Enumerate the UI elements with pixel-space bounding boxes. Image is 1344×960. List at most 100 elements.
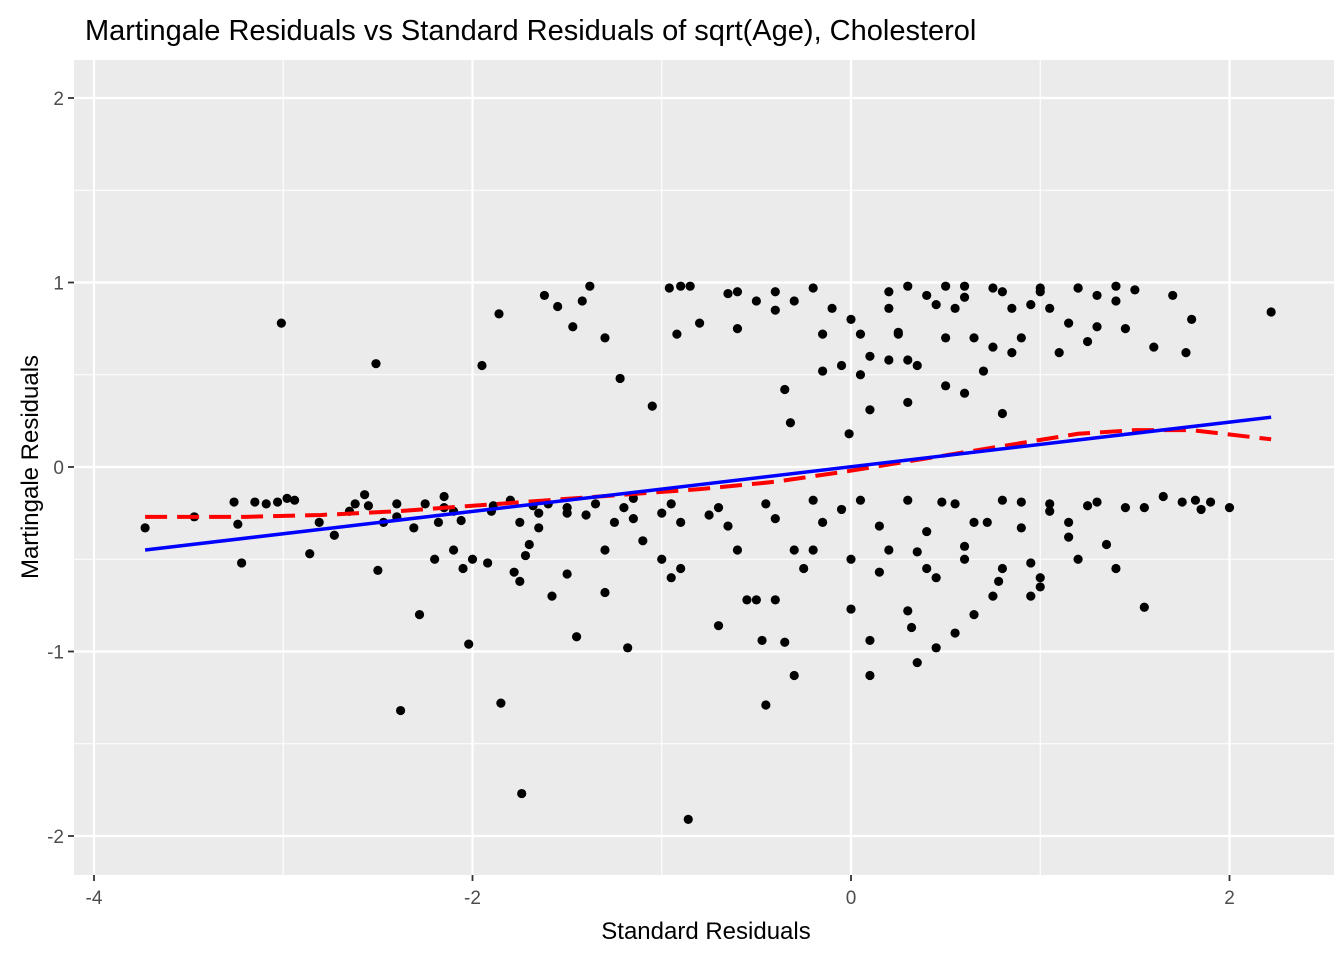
- data-point: [1073, 554, 1083, 564]
- data-point: [1190, 495, 1201, 505]
- data-point: [723, 288, 733, 299]
- data-point: [865, 635, 875, 646]
- data-point: [931, 643, 941, 653]
- data-point: [638, 536, 648, 546]
- data-point: [808, 283, 818, 293]
- data-point: [884, 287, 894, 297]
- y-axis-ticks: -2 -1 0 1 2: [47, 89, 74, 848]
- data-point: [997, 495, 1008, 505]
- data-point: [836, 504, 847, 515]
- data-point: [562, 569, 572, 579]
- data-point: [496, 698, 506, 708]
- data-point: [941, 381, 951, 391]
- data-point: [997, 408, 1008, 419]
- data-point: [657, 508, 667, 518]
- data-point: [988, 283, 998, 293]
- data-point: [1007, 303, 1017, 313]
- data-point: [846, 314, 856, 324]
- data-point: [568, 322, 578, 332]
- data-point: [657, 554, 667, 564]
- data-point: [780, 384, 790, 395]
- data-point: [571, 632, 582, 642]
- data-point: [515, 576, 525, 586]
- data-point: [997, 563, 1008, 574]
- y-tick-label: 1: [53, 274, 64, 295]
- data-point: [1016, 497, 1026, 507]
- data-point: [785, 418, 796, 428]
- data-point: [363, 501, 374, 511]
- data-point: [713, 502, 724, 513]
- data-point: [884, 355, 894, 365]
- y-axis-label: Martingale Residuals: [17, 355, 44, 579]
- data-point: [732, 324, 743, 334]
- x-axis-ticks: -4 -2 0 2: [86, 875, 1235, 909]
- x-tick-label: 0: [846, 888, 857, 909]
- data-point: [988, 342, 998, 352]
- data-point: [903, 397, 913, 408]
- linear-fit-line: [144, 415, 1272, 552]
- x-tick-label: -2: [464, 888, 481, 909]
- data-point: [770, 287, 780, 297]
- data-point: [237, 558, 247, 568]
- data-point: [685, 281, 695, 291]
- data-point: [477, 360, 487, 371]
- data-point: [1092, 290, 1102, 301]
- data-point: [577, 296, 587, 306]
- data-point: [1007, 348, 1017, 358]
- data-point: [672, 329, 682, 339]
- chart-title: Martingale Residuals vs Standard Residua…: [85, 15, 976, 47]
- y-tick-label: -1: [47, 643, 64, 664]
- data-point: [994, 576, 1004, 586]
- data-point: [371, 359, 381, 369]
- data-point: [950, 499, 960, 509]
- data-points: [140, 281, 1276, 824]
- data-point: [770, 595, 780, 605]
- data-point: [524, 539, 534, 550]
- data-point: [1064, 318, 1074, 328]
- data-point: [959, 554, 970, 564]
- data-point: [409, 523, 419, 533]
- data-point: [941, 281, 951, 291]
- data-point: [448, 545, 459, 555]
- data-point: [1045, 506, 1055, 516]
- data-point: [836, 360, 847, 371]
- data-point: [1026, 591, 1036, 601]
- data-point: [590, 499, 601, 509]
- smooth-fit-line: [145, 428, 1272, 519]
- data-point: [1064, 517, 1074, 527]
- data-point: [713, 621, 724, 631]
- data-point: [959, 541, 970, 551]
- data-point: [1092, 497, 1102, 507]
- data-point: [467, 554, 478, 564]
- data-point: [458, 563, 468, 574]
- data-point: [229, 497, 239, 507]
- data-point: [931, 300, 941, 310]
- y-tick-label: 0: [53, 458, 64, 479]
- data-point: [704, 510, 714, 520]
- data-point: [1120, 324, 1131, 334]
- data-point: [553, 301, 563, 312]
- data-point: [959, 292, 970, 302]
- data-point: [509, 567, 519, 577]
- data-point: [329, 530, 339, 540]
- data-point: [420, 499, 430, 509]
- data-point: [997, 287, 1008, 297]
- data-point: [600, 545, 610, 555]
- data-point: [937, 497, 947, 507]
- data-point: [884, 303, 894, 313]
- data-point: [818, 366, 828, 376]
- data-point: [789, 545, 799, 555]
- data-point: [250, 497, 260, 507]
- data-point: [1026, 558, 1036, 568]
- data-point: [922, 526, 932, 537]
- data-point: [609, 517, 620, 527]
- data-point: [676, 563, 686, 574]
- data-point: [1082, 501, 1093, 511]
- data-point: [912, 360, 922, 371]
- data-point: [1205, 497, 1216, 507]
- data-point: [751, 296, 761, 306]
- data-point: [1168, 290, 1178, 301]
- data-point: [982, 517, 992, 527]
- data-point: [547, 591, 557, 601]
